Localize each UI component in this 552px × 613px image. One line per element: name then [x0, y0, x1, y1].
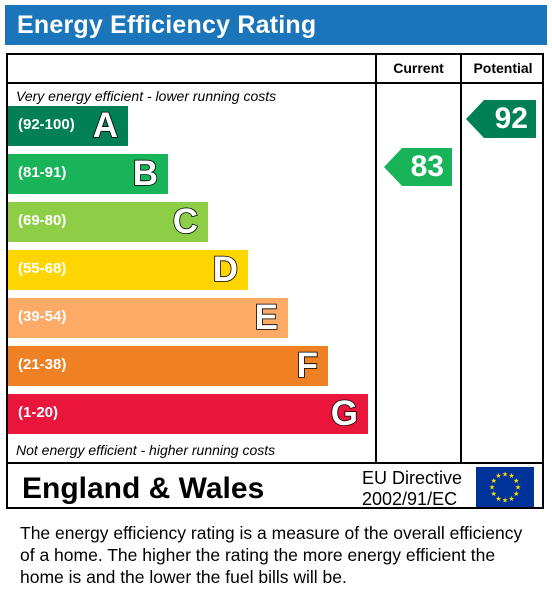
band-letter: C: [172, 201, 199, 242]
flag-star: ★: [502, 471, 508, 479]
band-f: (21-38) F: [8, 345, 328, 386]
band-range-label: (21-38): [18, 356, 67, 373]
current-rating-arrow: 83: [384, 148, 452, 186]
top-note: Very energy efficient - lower running co…: [16, 88, 277, 104]
flag-star: ★: [502, 497, 508, 505]
band-letter: G: [330, 393, 359, 434]
region-label: England & Wales: [22, 472, 265, 505]
band-range-label: (92-100): [18, 116, 75, 133]
band-range-label: (55-68): [18, 260, 67, 277]
flag-star: ★: [513, 490, 519, 498]
directive-line2: 2002/91/EC: [362, 489, 458, 509]
band-range-label: (1-20): [18, 404, 59, 421]
band-letter: A: [92, 105, 119, 146]
header-divider: [6, 82, 544, 84]
current-arrow-shape: [384, 148, 452, 186]
flag-star: ★: [513, 477, 519, 485]
footer-divider: [6, 462, 544, 464]
description-text: The energy efficiency rating is a measur…: [20, 523, 523, 587]
band-range-label: (39-54): [18, 308, 67, 325]
flag-star: ★: [495, 472, 501, 480]
flag-star: ★: [491, 477, 497, 485]
band-g: (1-20) G: [8, 393, 368, 434]
flag-star: ★: [515, 484, 521, 492]
band-range-label: (81-91): [18, 164, 67, 181]
band-letter: E: [254, 297, 279, 338]
column-divider-potential: [460, 53, 462, 464]
band-c: (69-80) C: [8, 201, 208, 242]
potential-column-header: Potential: [473, 60, 533, 76]
current-rating-value: 83: [410, 150, 444, 183]
column-divider-current: [375, 53, 377, 464]
flag-star: ★: [495, 495, 501, 503]
band-d: (55-68) D: [8, 249, 248, 290]
rating-table: [6, 53, 544, 509]
band-letter: D: [212, 249, 239, 290]
band-a: (92-100) A: [8, 105, 128, 146]
directive-line1: EU Directive: [362, 468, 463, 488]
eu-directive: EU Directive 2002/91/EC: [362, 468, 462, 510]
title-bar: Energy Efficiency Rating: [5, 5, 547, 45]
flag-star: ★: [491, 490, 497, 498]
potential-arrow-shape: [466, 100, 536, 138]
bottom-note: Not energy efficient - higher running co…: [16, 442, 276, 458]
flag-star: ★: [489, 484, 495, 492]
band-letter: B: [132, 153, 159, 194]
flag-star: ★: [508, 472, 514, 480]
band-b: (81-91) B: [8, 153, 168, 194]
flag-star: ★: [508, 495, 514, 503]
eu-flag-icon: ★ ★ ★ ★ ★ ★ ★ ★ ★ ★ ★ ★: [476, 467, 534, 507]
band-range-label: (69-80): [18, 212, 67, 229]
band-e: (39-54) E: [8, 297, 288, 338]
current-column-header: Current: [393, 60, 444, 76]
potential-rating-arrow: 92: [466, 100, 536, 138]
band-letter: F: [296, 345, 319, 386]
page-title: Energy Efficiency Rating: [17, 11, 317, 39]
potential-rating-value: 92: [494, 102, 528, 135]
